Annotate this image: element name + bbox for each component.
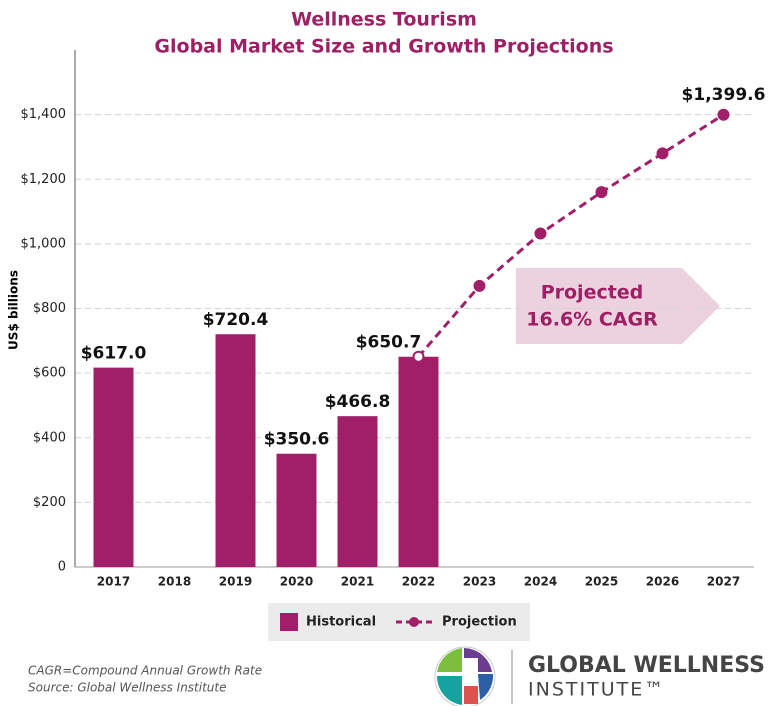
legend-swatch [280, 613, 298, 631]
y-tick-label: $1,000 [21, 236, 67, 251]
x-tick-label: 2025 [585, 575, 618, 589]
logo-text: INSTITUTE™ [528, 679, 665, 701]
y-tick-label: $1,400 [21, 107, 67, 122]
projection-point [412, 350, 425, 363]
bar [93, 367, 134, 567]
logo-text: GLOBAL WELLNESS [528, 653, 765, 678]
x-tick-label: 2027 [707, 575, 740, 589]
bar [337, 416, 378, 567]
projection-point [473, 279, 486, 292]
value-label: $650.7 [356, 333, 422, 353]
legend-label: Historical [306, 615, 376, 630]
legend-swatch [409, 617, 419, 627]
projection-point [534, 227, 547, 240]
x-tick-label: 2026 [646, 575, 679, 589]
annotation: Projected [541, 282, 644, 304]
x-tick-label: 2024 [524, 575, 557, 589]
y-tick-label: $400 [33, 430, 66, 445]
bar [276, 453, 317, 567]
value-label: $1,399.6 [682, 85, 766, 105]
x-tick-label: 2023 [463, 575, 496, 589]
bar [215, 334, 256, 567]
value-label: $617.0 [81, 344, 147, 364]
chart-title: Global Market Size and Growth Projection… [154, 36, 613, 58]
y-tick-label: $1,200 [21, 172, 67, 187]
y-tick-label: $800 [33, 301, 66, 316]
projection-point [656, 147, 669, 160]
footnote: Source: Global Wellness Institute [28, 681, 227, 695]
x-tick-label: 2020 [280, 575, 313, 589]
value-label: $720.4 [203, 310, 269, 330]
x-tick-label: 2021 [341, 575, 374, 589]
x-tick-label: 2019 [219, 575, 252, 589]
annotation: 16.6% CAGR [526, 309, 658, 331]
y-tick-label: $600 [33, 366, 66, 381]
x-tick-label: 2018 [158, 575, 191, 589]
annotation-box [516, 268, 720, 344]
bar [398, 356, 439, 567]
y-axis-label: US$ billions [7, 270, 21, 350]
projection-line [417, 113, 725, 358]
footnote: CAGR=Compound Annual Growth Rate [28, 664, 262, 678]
logo-icon [434, 646, 496, 706]
y-tick-label: $200 [33, 495, 66, 510]
chart-title: Wellness Tourism [291, 9, 477, 31]
x-tick-label: 2017 [97, 575, 130, 589]
value-label: $466.8 [325, 392, 391, 412]
projection-point [595, 186, 608, 199]
value-label: $350.6 [264, 430, 330, 450]
legend-label: Projection [442, 615, 517, 630]
projection-point [717, 108, 730, 121]
y-tick-label: 0 [58, 560, 66, 575]
x-tick-label: 2022 [402, 575, 435, 589]
